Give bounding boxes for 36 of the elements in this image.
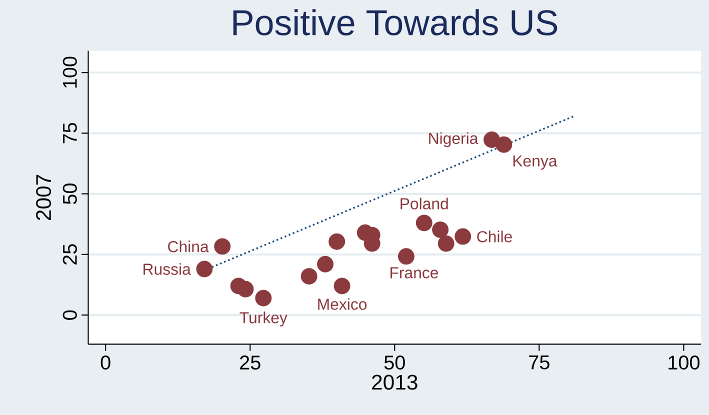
point	[398, 248, 414, 265]
point	[237, 280, 254, 298]
point	[317, 256, 334, 272]
chart-title: Positive Towards US	[233, 9, 558, 36]
annotation: Chile	[477, 230, 512, 242]
y-tick-label: 50	[62, 184, 77, 204]
y-tick-label: 0	[62, 310, 77, 320]
annotation: Poland	[400, 198, 448, 210]
annotation: France	[390, 267, 438, 278]
point	[454, 228, 472, 245]
point	[255, 290, 272, 306]
y-tick-label: 75	[63, 123, 77, 144]
y-tick-label: 100	[62, 56, 77, 88]
point	[328, 233, 346, 250]
x-axis-title: 2013	[372, 374, 418, 390]
x-tick-label: 50	[384, 356, 405, 370]
annotation: Nigeria	[429, 132, 478, 148]
x-tick-label: 25	[240, 356, 260, 370]
point	[416, 214, 432, 232]
annotation: Turkey	[240, 312, 288, 327]
point	[334, 278, 350, 294]
point	[300, 268, 318, 285]
annotation: Mexico	[318, 298, 367, 310]
x-tick-label: 0	[100, 356, 110, 370]
y-tick-label: 25	[62, 244, 77, 265]
annotation: Russia	[144, 263, 191, 275]
x-tick-label: 75	[529, 356, 550, 370]
point	[438, 235, 454, 252]
y-axis-title: 2007	[36, 175, 52, 220]
point	[214, 238, 231, 255]
annotation: China	[168, 240, 209, 252]
point	[496, 136, 512, 153]
annotation: Kenya	[513, 156, 558, 170]
x-tick-label: 100	[668, 356, 700, 370]
point	[196, 260, 213, 278]
point	[432, 222, 449, 238]
